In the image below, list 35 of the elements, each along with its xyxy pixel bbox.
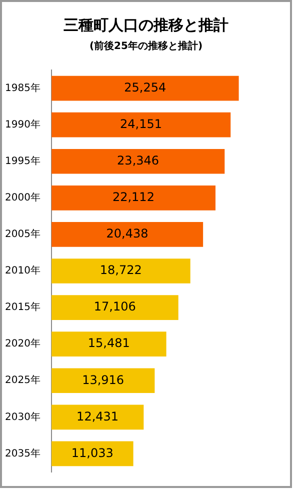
bar bbox=[51, 185, 216, 210]
bar bbox=[51, 404, 144, 430]
y-tick-label: 2020年 bbox=[4, 338, 40, 350]
data-label: 11,033 bbox=[71, 446, 114, 460]
bar bbox=[51, 76, 239, 101]
bar bbox=[51, 222, 204, 247]
y-tick-label: 2035年 bbox=[4, 447, 40, 460]
chart-subtitle: (前後25年の推移と推計) bbox=[88, 40, 204, 53]
y-tick-label: 2005年 bbox=[4, 228, 40, 240]
data-label: 24,151 bbox=[120, 116, 162, 131]
bar bbox=[51, 295, 178, 320]
data-label: 15,481 bbox=[88, 336, 130, 350]
bar bbox=[51, 258, 190, 284]
y-tick-label: 1990年 bbox=[4, 118, 40, 130]
bar bbox=[51, 112, 231, 138]
data-label: 22,112 bbox=[112, 190, 154, 204]
data-label: 17,106 bbox=[94, 300, 136, 314]
data-label: 23,346 bbox=[117, 153, 160, 168]
data-label: 25,254 bbox=[124, 80, 166, 94]
y-tick-label: 2010年 bbox=[4, 264, 40, 277]
bar bbox=[51, 148, 225, 174]
chart-title: 三種町人口の推移と推計 bbox=[62, 16, 230, 35]
y-tick-label: 1995年 bbox=[4, 154, 40, 167]
data-label: 18,722 bbox=[100, 263, 142, 278]
bar bbox=[51, 441, 134, 466]
data-label: 12,431 bbox=[76, 409, 119, 424]
y-tick-label: 2030年 bbox=[4, 410, 40, 423]
y-tick-label: 1985年 bbox=[4, 82, 40, 94]
bar bbox=[51, 368, 155, 394]
data-label: 20,438 bbox=[106, 226, 148, 241]
y-tick-label: 2015年 bbox=[4, 301, 40, 314]
data-label: 13,916 bbox=[82, 372, 124, 387]
y-tick-label: 2025年 bbox=[4, 374, 40, 386]
y-tick-label: 2000年 bbox=[4, 192, 40, 204]
bar bbox=[51, 332, 166, 357]
